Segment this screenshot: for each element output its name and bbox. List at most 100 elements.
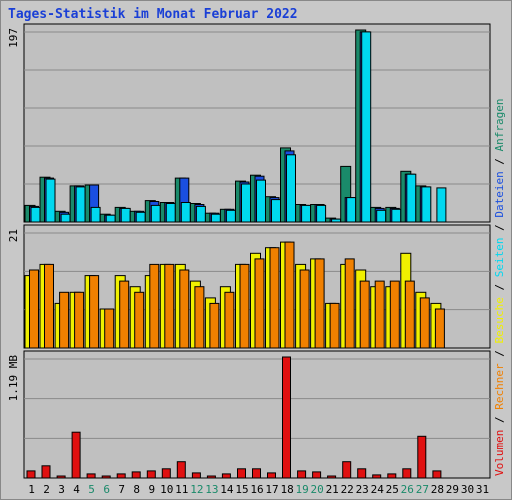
- bar-volumen-day-3: [56, 475, 66, 479]
- bar-volumen-day-17: [267, 472, 276, 479]
- bar-seiten-day-8: [135, 211, 146, 223]
- legend-separator: /: [493, 218, 506, 238]
- bar-seiten-day-1: [30, 206, 41, 223]
- x-tick-label-day-10: 10: [160, 483, 173, 496]
- bar-volumen-day-19: [297, 470, 307, 479]
- x-tick-label-day-17: 17: [265, 483, 278, 496]
- legend-separator: /: [493, 151, 506, 171]
- x-tick-label-day-19: 19: [295, 483, 308, 496]
- x-tick-label-day-4: 4: [73, 483, 80, 496]
- x-tick-label-day-31: 31: [476, 483, 489, 496]
- legend-entry-dateien: Dateien: [493, 171, 506, 217]
- x-tick-label-day-2: 2: [43, 483, 50, 496]
- bar-volumen-day-25: [387, 473, 397, 479]
- panel-max-label-visits: 21: [7, 229, 20, 242]
- bar-volumen-day-21: [327, 475, 337, 479]
- x-tick-label-day-8: 8: [133, 483, 140, 496]
- bar-seiten-day-23: [361, 31, 372, 223]
- bar-volumen-day-14: [221, 473, 231, 479]
- bar-rechner-day-22: [344, 258, 355, 349]
- bar-rechner-day-23: [359, 280, 370, 349]
- bar-rechner-day-8: [134, 291, 145, 349]
- x-tick-label-day-21: 21: [326, 483, 339, 496]
- bar-volumen-day-28: [432, 470, 442, 479]
- bar-rechner-day-4: [74, 291, 85, 349]
- legend-entry-seiten: Seiten: [493, 238, 506, 278]
- bar-volumen-day-20: [312, 471, 322, 479]
- bar-rechner-day-3: [59, 291, 70, 349]
- x-tick-label-day-7: 7: [118, 483, 125, 496]
- bar-volumen-day-18: [282, 356, 291, 479]
- bar-volumen-day-7: [116, 473, 126, 479]
- bar-volumen-day-22: [342, 461, 352, 479]
- x-tick-label-day-23: 23: [356, 483, 369, 496]
- bar-seiten-day-2: [45, 178, 56, 223]
- bar-seiten-day-14: [225, 209, 236, 223]
- bar-rechner-day-25: [389, 280, 400, 349]
- x-tick-label-day-25: 25: [386, 483, 399, 496]
- x-tick-label-day-20: 20: [310, 483, 323, 496]
- panel-volume: [23, 350, 491, 479]
- bar-volumen-day-23: [357, 468, 367, 479]
- bar-seiten-day-3: [60, 213, 71, 223]
- bar-rechner-day-20: [314, 258, 325, 349]
- x-tick-label-day-12: 12: [190, 483, 203, 496]
- bar-seiten-day-28: [436, 187, 447, 223]
- bar-seiten-day-4: [75, 186, 86, 223]
- bar-rechner-day-1: [29, 269, 39, 349]
- bar-volumen-day-9: [146, 470, 156, 479]
- bar-seiten-day-6: [105, 214, 116, 223]
- x-tick-label-day-26: 26: [401, 483, 414, 496]
- bar-seiten-day-26: [406, 173, 417, 223]
- bar-rechner-day-7: [119, 280, 130, 349]
- bar-seiten-day-16: [256, 179, 266, 223]
- bar-rechner-day-12: [194, 286, 205, 349]
- bar-seiten-day-7: [120, 207, 131, 223]
- bar-seiten-day-22: [346, 197, 357, 223]
- legend-separator: /: [493, 344, 506, 364]
- bar-rechner-day-28: [434, 308, 445, 349]
- bar-seiten-day-9: [150, 204, 161, 223]
- x-tick-label-day-6: 6: [103, 483, 110, 496]
- bar-volumen-day-6: [101, 475, 111, 479]
- x-tick-label-day-28: 28: [431, 483, 444, 496]
- bar-volumen-day-12: [191, 472, 201, 479]
- bar-rechner-day-15: [239, 263, 250, 349]
- bar-rechner-day-5: [89, 275, 100, 349]
- bar-rechner-day-16: [254, 258, 265, 349]
- bar-rechner-day-14: [224, 291, 235, 349]
- legend-entry-besuche: Besuche: [493, 297, 506, 343]
- bar-volumen-day-15: [237, 468, 246, 479]
- bar-volumen-day-16: [252, 468, 261, 479]
- x-tick-label-day-3: 3: [58, 483, 65, 496]
- bar-volumen-day-27: [417, 435, 427, 479]
- panel-max-label-requests: 197: [7, 28, 20, 48]
- legend-entry-anfragen: Anfragen: [493, 98, 506, 151]
- bar-rechner-day-18: [284, 241, 295, 349]
- x-tick-label-day-15: 15: [235, 483, 248, 496]
- x-tick-label-day-5: 5: [88, 483, 95, 496]
- x-tick-label-day-16: 16: [250, 483, 263, 496]
- panel-max-label-volume: 1.19 MB: [7, 355, 20, 402]
- bar-seiten-day-24: [376, 209, 387, 223]
- legend-separator: /: [493, 410, 506, 430]
- bar-volumen-day-4: [71, 431, 81, 479]
- bar-volumen-day-24: [372, 474, 382, 479]
- x-tick-label-day-14: 14: [220, 483, 234, 496]
- bar-rechner-day-17: [269, 247, 280, 349]
- bar-seiten-day-17: [271, 199, 281, 223]
- bar-rechner-day-11: [179, 269, 190, 349]
- bar-volumen-day-2: [41, 465, 51, 479]
- bar-seiten-day-19: [301, 204, 312, 223]
- bar-rechner-day-19: [299, 269, 310, 349]
- bar-seiten-day-12: [195, 205, 206, 223]
- bar-seiten-day-25: [391, 208, 402, 223]
- bar-seiten-day-10: [165, 203, 176, 223]
- bar-rechner-day-6: [104, 308, 115, 349]
- bar-seiten-day-11: [180, 202, 191, 223]
- legend-entry-volumen: Volumen: [493, 430, 506, 476]
- bar-rechner-day-10: [164, 263, 175, 349]
- bar-rechner-day-21: [329, 302, 340, 349]
- bar-volumen-day-11: [176, 461, 186, 479]
